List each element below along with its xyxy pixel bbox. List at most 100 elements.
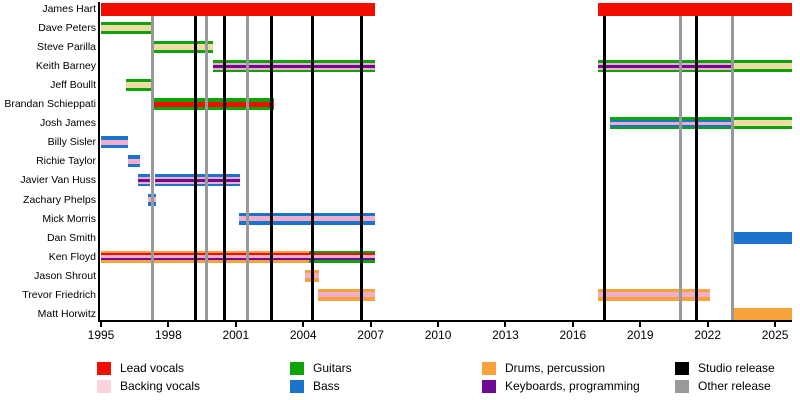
- bar-stripe-pink: [597, 67, 733, 70]
- legend-label: Backing vocals: [120, 379, 201, 393]
- timeline-bar: [597, 288, 710, 301]
- x-tick: [302, 322, 305, 327]
- x-tick: [369, 322, 372, 327]
- bar-stripe-green: [732, 117, 792, 121]
- bar-stripe-green: [732, 60, 792, 64]
- bar-stripe-orange: [597, 297, 710, 301]
- timeline-bar: [732, 231, 792, 244]
- release-line-studio: [310, 3, 314, 320]
- member-label: James Hart: [42, 3, 96, 15]
- legend-swatch-gray: [675, 380, 689, 393]
- bar-stripe-tan: [152, 44, 214, 51]
- legend-label: Guitars: [313, 361, 352, 375]
- bar-stripe-purple: [154, 178, 241, 182]
- legend-label: Studio release: [698, 361, 775, 375]
- bar-stripe-green: [597, 60, 733, 63]
- x-tick: [504, 322, 507, 327]
- bar-stripe-green: [308, 250, 376, 254]
- timeline-bar: [213, 60, 376, 73]
- legend-swatch-red: [97, 362, 111, 375]
- y-axis-line: [98, 2, 100, 320]
- legend-swatch-blue: [290, 380, 304, 393]
- bar-stripe-blue: [138, 174, 151, 177]
- bar-stripe-red: [101, 253, 309, 256]
- bar-stripe-pink: [154, 181, 241, 184]
- timeline-bar: [152, 98, 274, 111]
- bar-stripe-orange: [101, 260, 309, 263]
- bar-stripe-green: [101, 31, 153, 35]
- timeline-bar: [101, 136, 128, 149]
- timeline-bar: [101, 22, 153, 35]
- bar-stripe-green: [609, 126, 733, 130]
- x-tick: [234, 322, 237, 327]
- member-label: Keith Barney: [35, 60, 96, 73]
- x-tick: [167, 322, 170, 327]
- legend-label: Bass: [313, 379, 340, 393]
- bar-stripe-green: [152, 98, 274, 102]
- member-label: Jason Shrout: [34, 269, 96, 282]
- x-tick-label: 1998: [155, 328, 182, 342]
- member-label: Richie Taylor: [36, 155, 96, 168]
- x-axis-line: [98, 320, 792, 322]
- release-line-studio: [270, 3, 274, 320]
- x-tick: [571, 322, 574, 327]
- bar-stripe-orange: [317, 288, 376, 293]
- x-tick: [706, 322, 709, 327]
- legend-swatch-black: [675, 362, 689, 375]
- timeline-bar: [732, 117, 792, 130]
- legend-label: Lead vocals: [120, 361, 185, 375]
- bar-stripe-red: [101, 2, 376, 16]
- bar-stripe-purple: [138, 178, 151, 182]
- bar-stripe-purple: [213, 64, 376, 68]
- release-line-other: [679, 3, 683, 320]
- bar-stripe-pink: [213, 62, 376, 65]
- x-tick-label: 2025: [761, 328, 789, 342]
- bar-stripe-green: [152, 41, 214, 45]
- member-label: Zachary Phelps: [23, 193, 96, 206]
- legend-label: Drums, percussion: [505, 361, 606, 375]
- bar-stripe-blue: [609, 124, 733, 127]
- member-label: Dan Smith: [46, 231, 96, 244]
- bar-stripe-pink: [138, 181, 151, 184]
- bar-stripe-blue: [138, 183, 151, 187]
- legend-label: Keyboards, programming: [505, 379, 640, 393]
- legend-label: Other release: [698, 379, 771, 393]
- member-label: Brandan Schieppati: [4, 98, 96, 111]
- timeline-bar: [127, 155, 141, 168]
- bar-stripe-tan: [125, 82, 153, 89]
- timeline-bar: [138, 174, 151, 187]
- timeline-bar: [732, 60, 792, 73]
- bar-stripe-red: [308, 253, 376, 256]
- bar-stripe-tan: [732, 63, 792, 70]
- timeline-bar: [609, 117, 733, 130]
- x-tick-label: 2013: [492, 328, 519, 342]
- bar-stripe-pink: [239, 216, 376, 222]
- bar-stripe-pink: [597, 62, 733, 65]
- bar-stripe-blue: [154, 174, 241, 177]
- bar-stripe-orange: [597, 288, 710, 293]
- member-label: Josh James: [39, 117, 96, 130]
- timeline-bar: [239, 212, 376, 225]
- bar-stripe-blue: [239, 221, 376, 225]
- member-label: Billy Sisler: [47, 136, 96, 149]
- member-label: Matt Horwitz: [37, 307, 96, 320]
- bar-stripe-orange: [101, 250, 309, 254]
- bar-stripe-blue: [239, 212, 376, 217]
- bar-stripe-green: [597, 69, 733, 73]
- bar-stripe-green: [152, 50, 214, 54]
- bar-stripe-purple: [597, 64, 733, 68]
- timeline-bar: [597, 60, 733, 73]
- timeline-bar: [154, 174, 241, 187]
- member-label: Trevor Friedrich: [22, 288, 96, 301]
- x-tick-label: 2010: [424, 328, 452, 342]
- bar-stripe-red: [152, 101, 274, 107]
- bar-stripe-green: [125, 88, 153, 92]
- bar-stripe-pink: [138, 176, 151, 179]
- timeline-bar: [101, 2, 376, 16]
- member-label: Dave Peters: [38, 22, 96, 35]
- release-line-studio: [602, 3, 606, 320]
- timeline-bar: [125, 79, 153, 92]
- bar-stripe-blue: [127, 155, 141, 159]
- member-label: Javier Van Huss: [20, 174, 96, 187]
